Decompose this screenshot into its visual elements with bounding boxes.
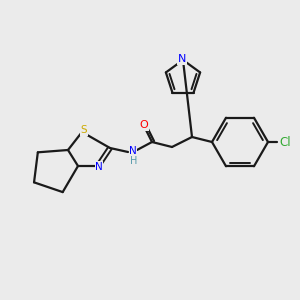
- Text: S: S: [81, 125, 87, 135]
- Text: N: N: [129, 146, 137, 156]
- Text: N: N: [95, 162, 103, 172]
- Text: N: N: [178, 54, 186, 64]
- Text: Cl: Cl: [279, 136, 291, 148]
- Text: O: O: [140, 120, 148, 130]
- Text: H: H: [130, 156, 138, 166]
